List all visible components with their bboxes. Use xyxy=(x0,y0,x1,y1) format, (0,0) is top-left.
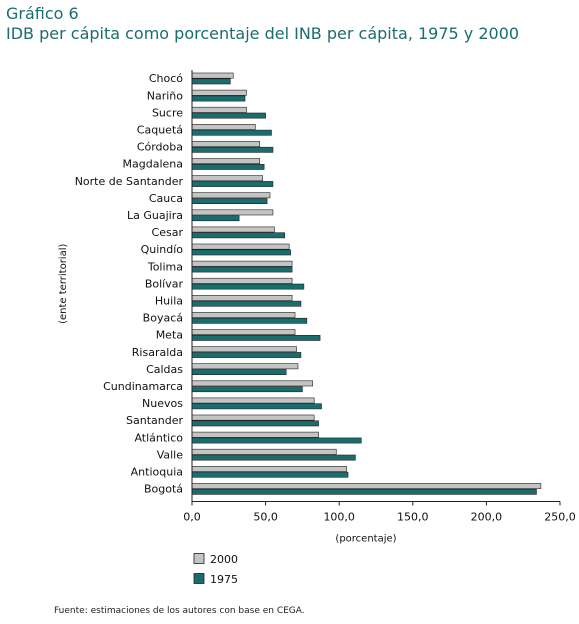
bar-2000-4 xyxy=(191,141,261,147)
category-label: Bolívar xyxy=(145,277,184,290)
category-label: Caquetá xyxy=(137,124,183,137)
bar-1975-8 xyxy=(191,215,240,222)
category-label: Cauca xyxy=(149,192,183,205)
x-tick-label: 50,0 xyxy=(253,511,278,524)
legend-swatch-2000 xyxy=(193,553,205,564)
category-label: Risaralda xyxy=(132,346,183,359)
category-label: Caldas xyxy=(146,363,183,376)
category-label: Quindío xyxy=(141,243,184,256)
bar-1975-6 xyxy=(191,181,274,187)
category-label: Cundinamarca xyxy=(103,380,183,393)
bar-2000-17 xyxy=(191,363,299,370)
bar-1975-7 xyxy=(191,198,268,204)
bar-2000-14 xyxy=(191,312,296,318)
bar-1975-3 xyxy=(191,129,272,136)
bar-1975-23 xyxy=(191,471,349,478)
category-label: Atlántico xyxy=(134,431,183,444)
category-label: Bogotá xyxy=(144,483,183,496)
chart-kicker: Gráfico 6 xyxy=(6,4,79,23)
legend-swatch-1975 xyxy=(193,573,205,584)
category-label: Santander xyxy=(126,414,183,427)
bar-1975-9 xyxy=(191,232,286,239)
bar-1975-18 xyxy=(191,386,303,393)
bar-2000-8 xyxy=(191,209,274,216)
category-label: Huila xyxy=(155,295,183,308)
bar-1975-10 xyxy=(191,249,291,256)
category-label: Antioquia xyxy=(131,466,183,479)
category-label: Nariño xyxy=(147,89,184,102)
x-tick-label: 200,0 xyxy=(471,511,503,524)
x-tick-label: 100,0 xyxy=(323,511,355,524)
category-label: Valle xyxy=(157,448,184,461)
bar-1975-19 xyxy=(191,403,322,410)
category-label: Norte de Santander xyxy=(75,175,184,188)
bar-2000-15 xyxy=(191,329,296,335)
bar-1975-22 xyxy=(191,454,356,461)
legend-label-1975: 1975 xyxy=(210,573,238,586)
bar-1975-4 xyxy=(191,146,274,153)
category-label: Sucre xyxy=(152,106,183,119)
category-label: Magdalena xyxy=(123,158,183,171)
bar-2000-3 xyxy=(191,124,256,130)
bar-2000-11 xyxy=(191,260,293,267)
bar-2000-12 xyxy=(191,277,293,284)
y-axis-label: (ente territorial) xyxy=(58,244,69,324)
category-label: Tolima xyxy=(147,260,183,273)
category-label: Boyacá xyxy=(143,312,183,325)
bar-2000-22 xyxy=(191,448,337,455)
bar-1975-0 xyxy=(191,78,231,85)
bar-2000-13 xyxy=(191,294,293,301)
x-axis-label: (porcentaje) xyxy=(335,534,396,545)
category-label: Nuevos xyxy=(142,397,183,410)
category-label: Cesar xyxy=(152,226,184,239)
bar-1975-21 xyxy=(191,437,362,444)
category-label: Meta xyxy=(156,329,183,342)
bar-2000-0 xyxy=(191,72,234,79)
bar-2000-6 xyxy=(191,175,263,182)
source-note: Fuente: estimaciones de los autores con … xyxy=(54,606,305,616)
bar-1975-11 xyxy=(191,266,293,273)
bar-1975-24 xyxy=(191,488,537,495)
x-tick-label: 250,0 xyxy=(544,511,576,524)
bar-1975-12 xyxy=(191,283,305,290)
bar-1975-16 xyxy=(191,352,302,358)
chart-heading: Gráfico 6 IDB per cápita como porcentaje… xyxy=(6,4,519,44)
bar-1975-1 xyxy=(191,95,246,102)
bar-2000-20 xyxy=(191,414,315,421)
bar-1975-17 xyxy=(191,369,287,375)
bar-1975-13 xyxy=(191,300,302,307)
category-label: La Guajira xyxy=(127,209,183,222)
x-tick-label: 0,0 xyxy=(183,511,201,524)
bar-1975-2 xyxy=(191,112,266,119)
bar-2000-19 xyxy=(191,397,315,404)
category-label: Chocó xyxy=(149,72,183,85)
bar-2000-21 xyxy=(191,431,319,438)
bar-2000-23 xyxy=(191,465,347,472)
chart-title: IDB per cápita como porcentaje del INB p… xyxy=(6,24,520,43)
bar-2000-2 xyxy=(191,106,247,113)
bar-1975-20 xyxy=(191,420,319,427)
bar-1975-15 xyxy=(191,334,321,341)
category-label: Córdoba xyxy=(137,141,183,154)
bar-1975-14 xyxy=(191,317,308,324)
bar-2000-16 xyxy=(191,346,297,353)
legend-label-2000: 2000 xyxy=(210,553,238,566)
bar-2000-10 xyxy=(191,243,290,250)
x-tick-label: 150,0 xyxy=(397,511,429,524)
bar-2000-7 xyxy=(191,192,271,199)
bar-2000-1 xyxy=(191,89,247,96)
bar-2000-18 xyxy=(191,380,314,387)
bar-2000-9 xyxy=(191,226,275,233)
bar-2000-5 xyxy=(191,158,261,164)
bar-2000-24 xyxy=(191,483,542,489)
bar-1975-5 xyxy=(191,164,265,170)
